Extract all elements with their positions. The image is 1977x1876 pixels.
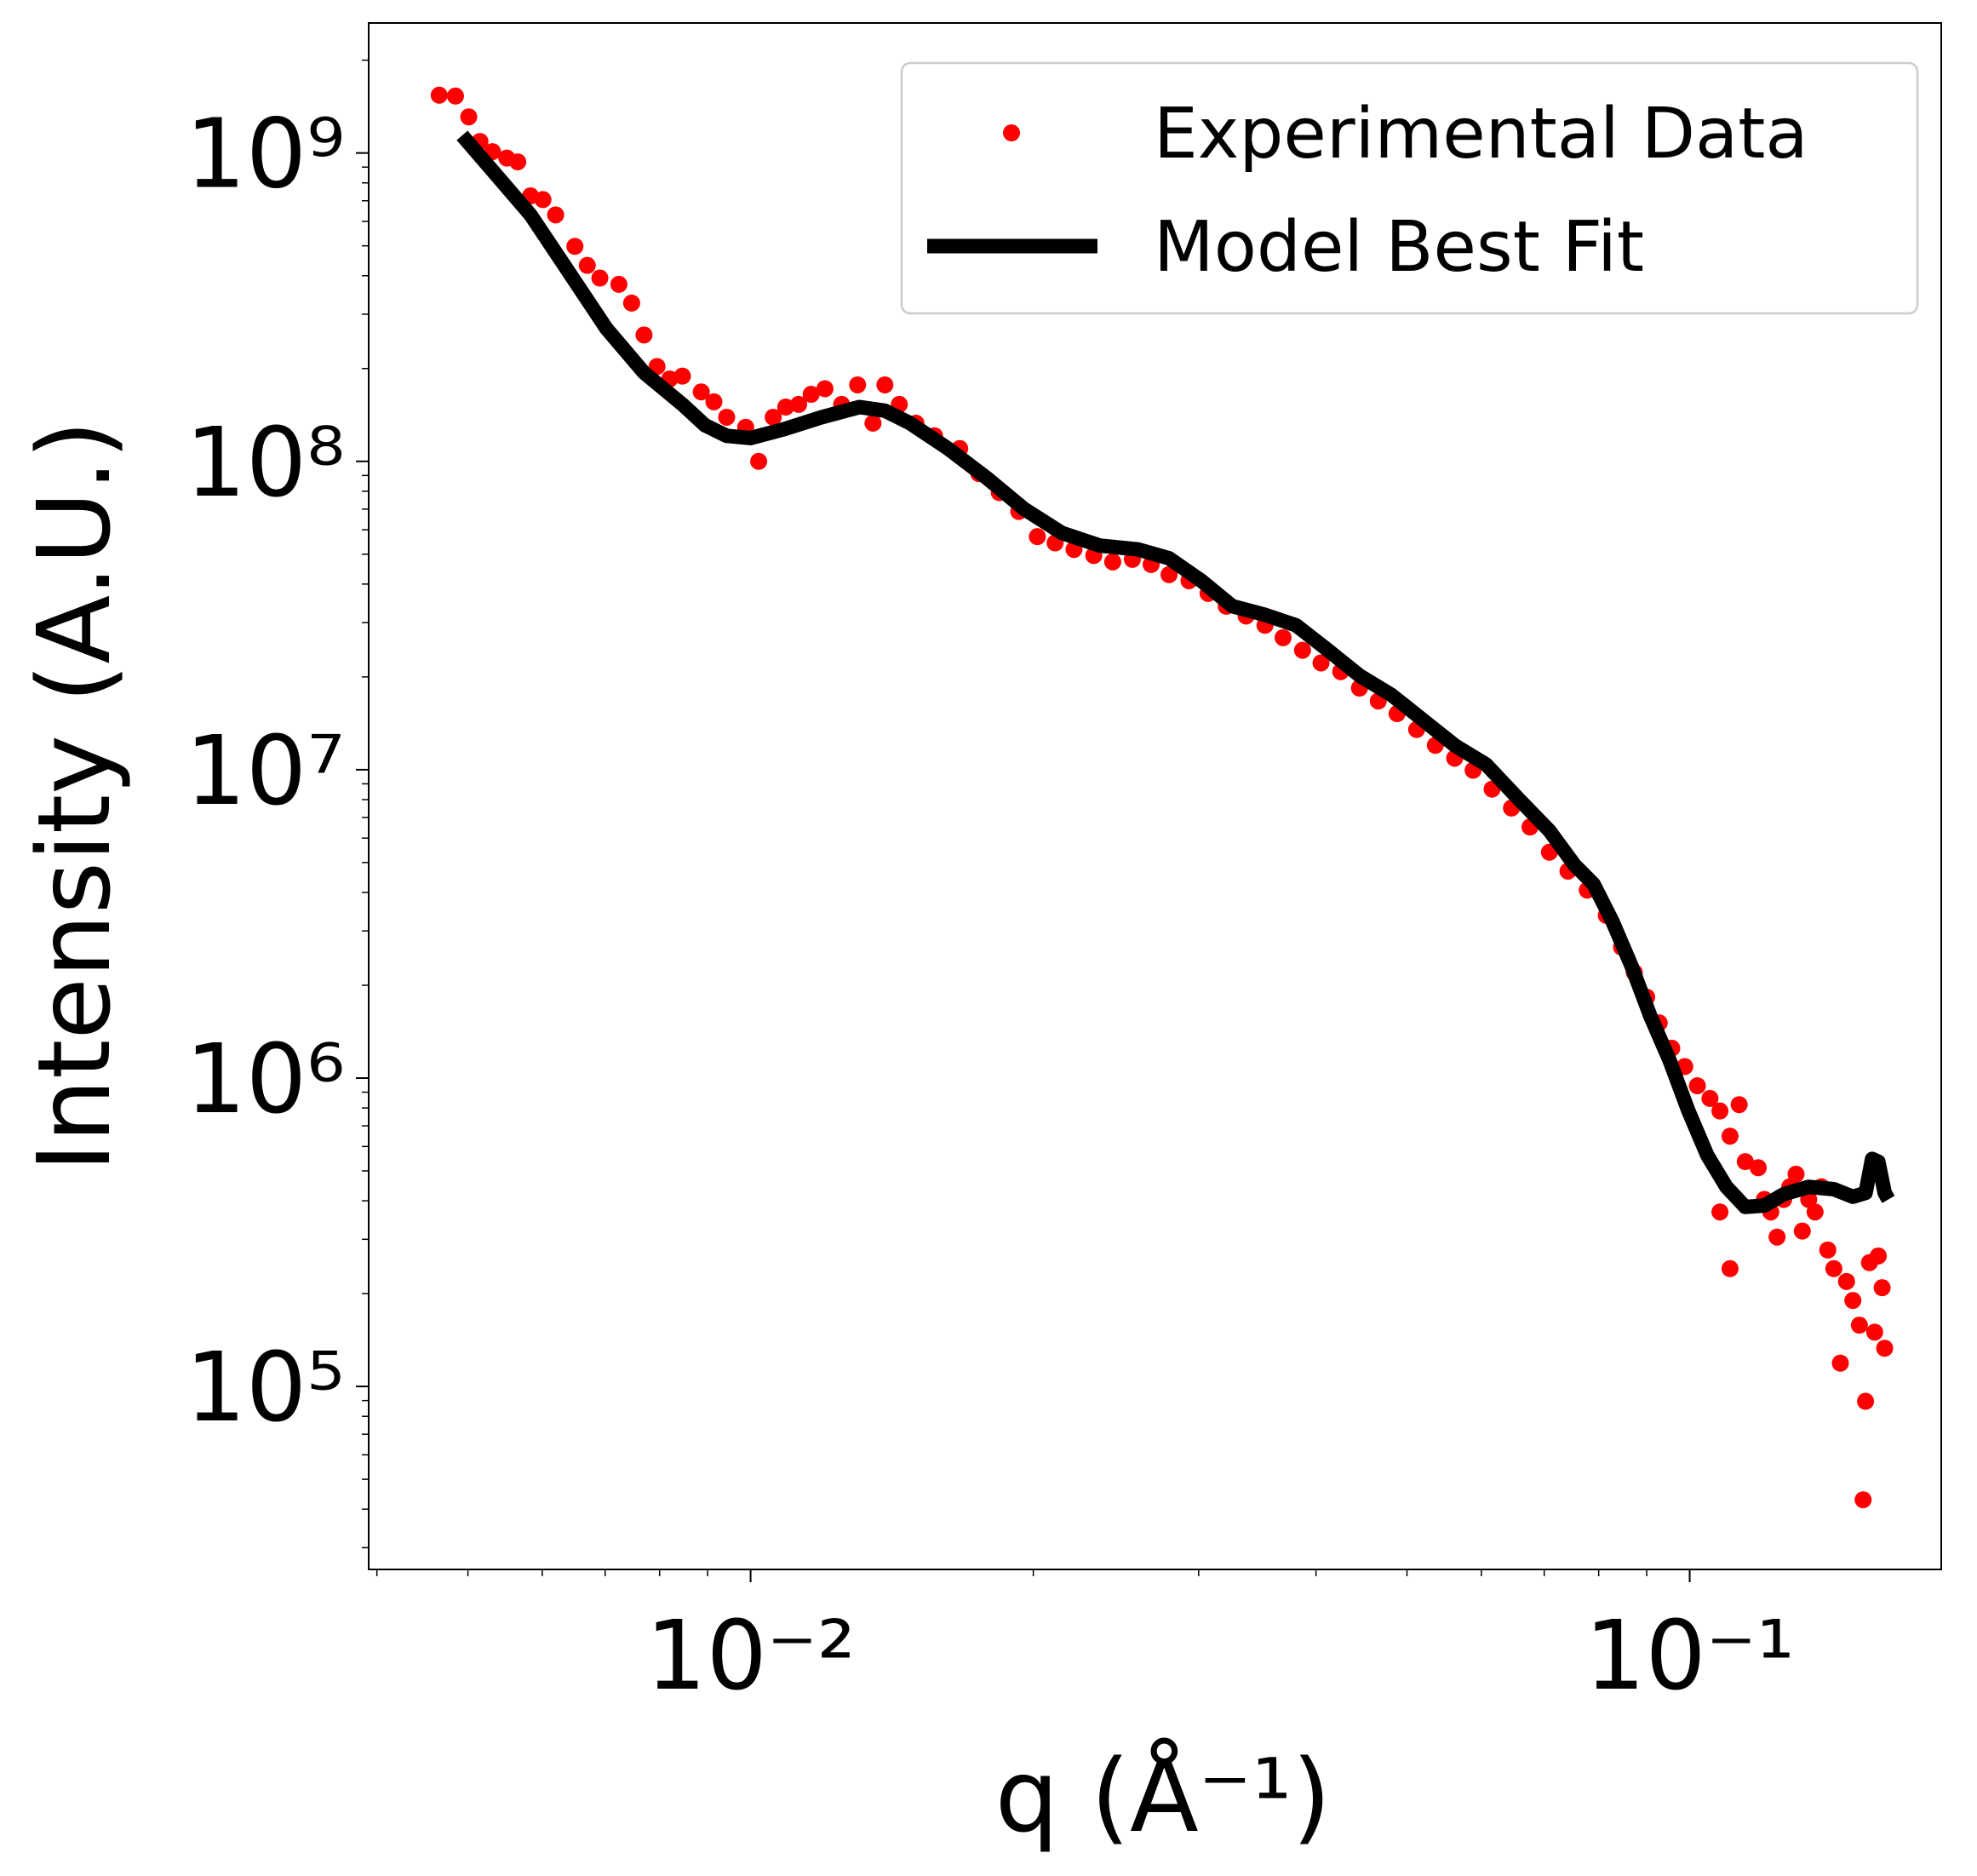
data-point <box>750 452 768 470</box>
x-axis-label: q (Å⁻¹) <box>995 1737 1332 1855</box>
y-axis-label: Intensity (A.U.) <box>15 420 133 1172</box>
data-point <box>460 108 478 126</box>
data-point <box>673 367 691 385</box>
data-point <box>1160 565 1178 583</box>
data-point <box>1768 1228 1786 1246</box>
data-point <box>849 376 867 393</box>
plot-area <box>430 86 1895 1509</box>
y-tick-label: 10⁸ <box>186 408 345 519</box>
data-point <box>1865 1323 1883 1341</box>
x-tick-label: 10⁻² <box>645 1601 856 1712</box>
legend-marker <box>1003 124 1020 141</box>
data-point <box>1312 654 1330 672</box>
plot-frame <box>368 22 1942 1570</box>
data-point <box>1850 1317 1868 1334</box>
data-point <box>610 275 627 293</box>
data-point <box>1806 1203 1824 1221</box>
y-tick-label: 10⁹ <box>186 100 345 210</box>
data-point <box>765 408 782 426</box>
data-point <box>864 414 882 432</box>
data-point <box>1844 1292 1862 1310</box>
data-point <box>1870 1247 1888 1265</box>
data-point <box>566 238 584 255</box>
data-point <box>1736 1153 1754 1171</box>
legend-label: Model Best Fit <box>1154 207 1644 288</box>
x-tick-label: 10⁻¹ <box>1584 1601 1795 1712</box>
data-point <box>1831 1354 1849 1372</box>
data-point <box>1721 1259 1739 1277</box>
data-point <box>1730 1096 1748 1114</box>
data-point <box>1854 1491 1872 1509</box>
data-point <box>1103 553 1121 571</box>
data-point <box>1711 1203 1729 1221</box>
data-point <box>876 376 894 393</box>
data-point <box>1876 1340 1894 1357</box>
data-point <box>1750 1159 1768 1177</box>
data-point <box>430 86 448 104</box>
data-point <box>578 256 596 274</box>
data-point <box>1029 528 1046 546</box>
data-point <box>1873 1279 1891 1297</box>
data-point <box>1274 628 1292 646</box>
data-point <box>1787 1165 1805 1183</box>
data-point <box>446 87 464 105</box>
data-point <box>547 206 564 224</box>
data-point <box>509 153 527 171</box>
data-point <box>705 393 723 410</box>
y-tick-label: 10⁶ <box>186 1024 345 1135</box>
data-point <box>1711 1102 1729 1120</box>
data-point <box>1837 1272 1855 1290</box>
data-point <box>591 269 609 287</box>
legend-box <box>900 61 1919 315</box>
data-point <box>1793 1222 1811 1240</box>
data-point <box>635 326 653 344</box>
fit-line <box>456 130 1895 1214</box>
data-point <box>776 399 794 416</box>
data-point <box>1857 1392 1875 1410</box>
data-point <box>790 395 808 413</box>
data-point <box>1293 641 1311 659</box>
data-point <box>622 294 640 312</box>
data-point <box>718 408 736 426</box>
data-point <box>1825 1259 1842 1277</box>
legend-label: Experimental Data <box>1154 94 1808 175</box>
data-point <box>1819 1241 1837 1259</box>
data-point <box>692 383 710 401</box>
y-tick-label: 10⁵ <box>186 1333 345 1443</box>
data-point <box>1701 1089 1719 1107</box>
data-point <box>816 380 834 398</box>
y-tick-label: 10⁷ <box>186 716 345 827</box>
data-point <box>802 386 820 404</box>
data-point <box>1721 1127 1739 1145</box>
data-point <box>534 191 552 209</box>
data-point <box>1688 1077 1706 1095</box>
